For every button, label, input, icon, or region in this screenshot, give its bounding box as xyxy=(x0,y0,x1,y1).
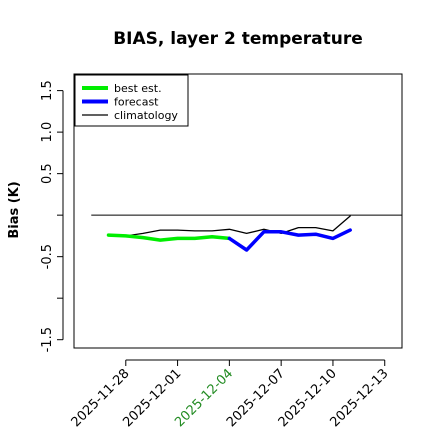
chart-title: BIAS, layer 2 temperature xyxy=(113,29,363,49)
series-line-best-est xyxy=(106,233,232,242)
series-line-climatology xyxy=(107,215,351,237)
y-tick-label: -0.5 xyxy=(40,244,55,269)
legend-label-climatology: climatology xyxy=(114,109,178,122)
y-tick-label: 1.0 xyxy=(40,122,55,143)
y-tick-label: 1.5 xyxy=(40,80,55,101)
y-tick-label: -1.5 xyxy=(40,327,55,352)
x-axis: 2025-11-282025-12-012025-12-042025-12-07… xyxy=(69,359,392,430)
legend-label-best-est: best est. xyxy=(114,82,162,95)
series-line-forecast xyxy=(227,228,352,252)
plot-frame xyxy=(73,73,403,349)
y-axis: -1.5 -0.5 0.5 1.0 1.5 xyxy=(40,80,64,352)
y-axis-label: Bias (K) xyxy=(7,181,22,238)
legend-label-forecast: forecast xyxy=(114,96,159,109)
y-tick-label: 0.5 xyxy=(40,163,55,184)
